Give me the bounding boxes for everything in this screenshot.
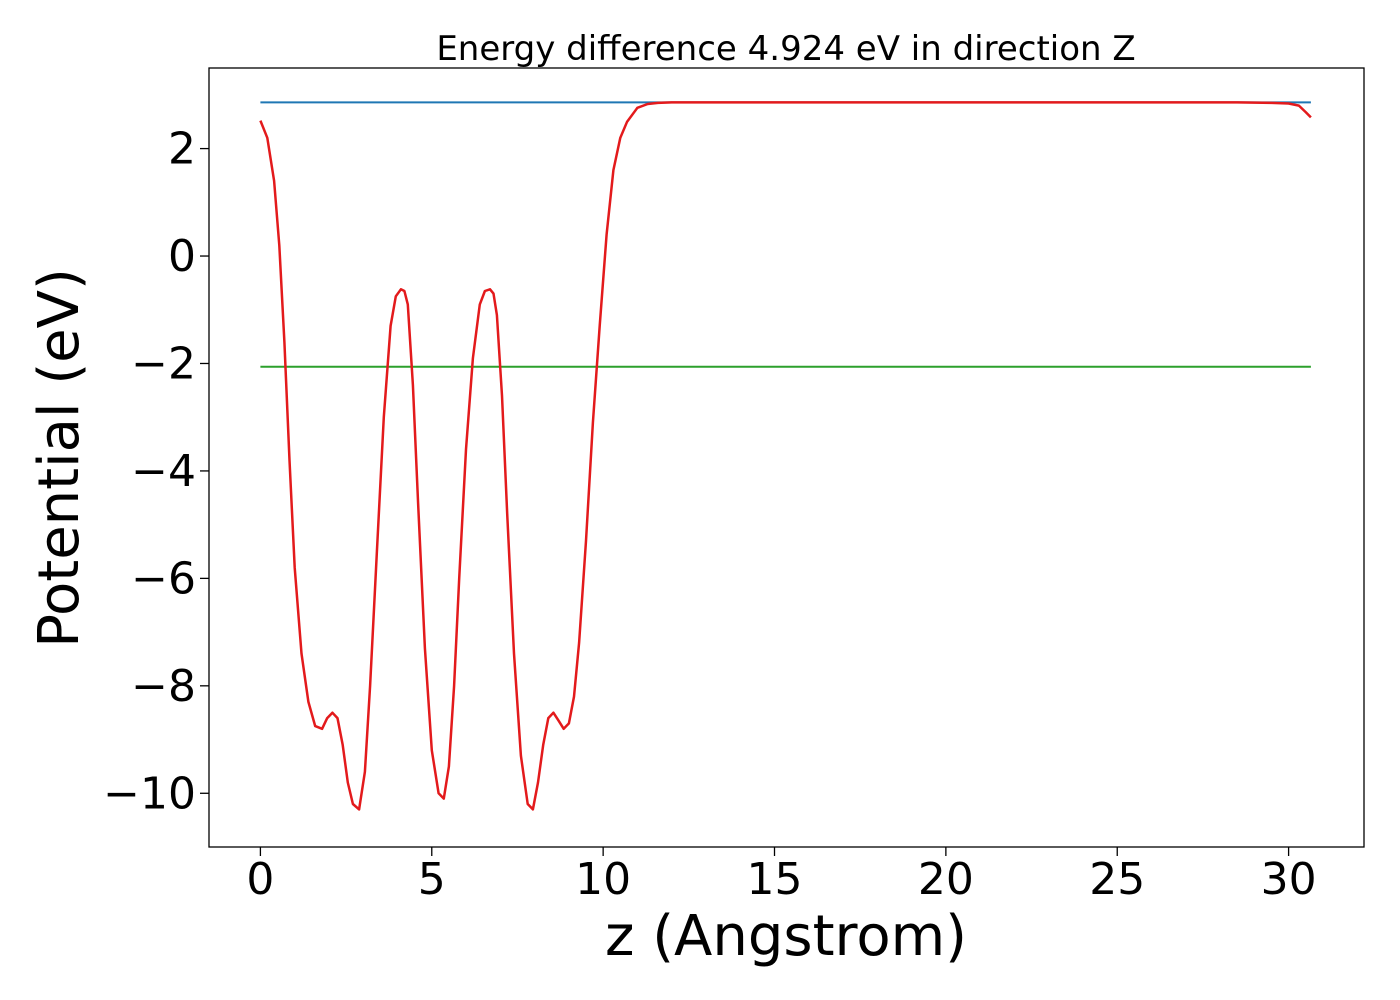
potential-curve: [259, 101, 1312, 811]
x-tick-label: 10: [575, 854, 631, 905]
y-tick-label: −10: [103, 768, 196, 819]
x-axis-ticks: 0 5 10 15 20 25 30: [246, 847, 1317, 905]
y-axis-label: Potential (eV): [27, 268, 92, 648]
y-tick-label: −6: [131, 553, 196, 604]
y-tick-label: 2: [168, 124, 196, 175]
y-axis-ticks: −10 −8 −6 −4 −2 0 2: [103, 124, 209, 819]
x-tick-label: 30: [1261, 854, 1317, 905]
y-tick-label: −2: [131, 338, 196, 389]
x-tick-label: 5: [418, 854, 446, 905]
y-tick-label: −8: [131, 661, 196, 712]
x-axis-label: z (Angstrom): [605, 904, 967, 969]
x-tick-label: 25: [1089, 854, 1145, 905]
x-tick-label: 20: [918, 854, 974, 905]
y-tick-label: −4: [131, 446, 196, 497]
chart-title: Energy difference 4.924 eV in direction …: [436, 29, 1135, 69]
x-tick-label: 15: [747, 854, 803, 905]
x-tick-label: 0: [246, 854, 274, 905]
plot-series: [259, 101, 1312, 811]
y-tick-label: 0: [168, 231, 196, 282]
plot-area-frame: [208, 67, 1365, 848]
